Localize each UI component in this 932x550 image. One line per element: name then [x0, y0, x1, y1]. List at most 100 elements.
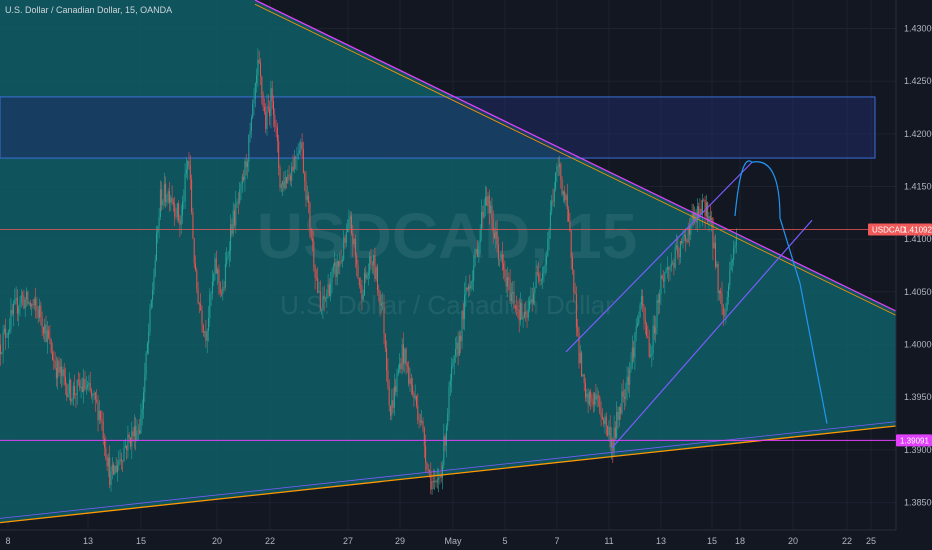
candle-body	[287, 175, 289, 184]
candle-body	[104, 438, 105, 448]
candle-body	[466, 287, 468, 290]
candle-body	[548, 229, 550, 240]
upper-trendline-shadow	[254, 3, 929, 332]
channel-upper-line[interactable]	[565, 161, 753, 353]
candle-body	[397, 369, 399, 374]
candle-body	[308, 195, 310, 203]
candle-body	[607, 425, 609, 436]
candle-body	[273, 100, 274, 116]
candle-body	[405, 348, 407, 365]
candle-body	[598, 396, 599, 398]
lower-trendline[interactable]	[0, 421, 929, 524]
candle-body	[434, 480, 436, 483]
time-tick-label: 15	[136, 536, 146, 546]
candle-body	[188, 160, 190, 165]
candle-body	[283, 181, 285, 189]
candle-body	[235, 202, 237, 226]
candle-body	[461, 310, 463, 342]
candle-body	[135, 426, 137, 442]
candle-body	[309, 202, 311, 229]
candle-body	[243, 176, 245, 181]
candle-body	[28, 302, 30, 304]
candle-body	[37, 309, 39, 318]
candle-body	[89, 382, 91, 391]
candle-body	[601, 416, 603, 419]
projection-path[interactable]	[734, 160, 828, 424]
candle-body	[681, 241, 683, 244]
candle-body	[276, 127, 278, 141]
candle-body	[206, 330, 208, 341]
candle-body	[230, 224, 232, 251]
candle-body	[133, 426, 135, 437]
candle-body	[117, 465, 118, 473]
candle-body	[163, 183, 165, 201]
candle-body	[704, 200, 706, 217]
candle-body	[213, 274, 215, 282]
candle-body	[7, 331, 9, 338]
candle-body	[635, 326, 637, 334]
candle-body	[122, 460, 124, 462]
candle-body	[507, 277, 508, 287]
resistance-zone[interactable]	[0, 96, 876, 159]
candle-body	[624, 396, 625, 399]
candle-body	[353, 238, 355, 245]
candle-body	[50, 339, 52, 353]
candle-body	[477, 249, 479, 257]
candle-body	[469, 285, 471, 289]
candle-body	[360, 285, 362, 286]
candle-body	[431, 481, 433, 490]
candle-body	[682, 236, 684, 244]
current-price-badge[interactable]: USDCAD 1.41092	[868, 223, 932, 236]
candle-body	[399, 363, 401, 370]
candle-body	[35, 298, 37, 306]
current-price-badge-bg	[868, 223, 932, 236]
candle-body	[265, 111, 267, 129]
candle-body	[300, 142, 302, 151]
upper-trendline[interactable]	[254, 0, 929, 328]
candle-body	[193, 238, 195, 264]
candle-body	[478, 242, 480, 257]
candle-body	[544, 264, 546, 267]
candle-body	[169, 191, 170, 204]
candle-body	[366, 274, 368, 279]
price-axis[interactable]: 1.43000 1.42500 1.42000 1.41500 1.41000 1.405…	[904, 23, 932, 507]
candle-body	[501, 254, 503, 264]
candle-body	[585, 383, 586, 398]
candle-body	[604, 416, 606, 425]
candle-body	[260, 62, 261, 77]
candle-body	[572, 257, 573, 271]
candle-body	[521, 303, 523, 320]
candle-body	[1, 352, 3, 354]
candle-body	[261, 76, 263, 95]
candle-body	[180, 215, 182, 225]
candle-body	[341, 259, 343, 262]
candle-body	[302, 148, 304, 174]
candle-body	[297, 152, 299, 158]
candle-body	[42, 326, 44, 334]
candle-body	[700, 208, 702, 215]
candle-body	[695, 212, 697, 223]
candle-body	[666, 267, 668, 270]
lower-trendline-shadow	[0, 417, 929, 519]
time-axis-background	[0, 530, 932, 550]
candle-body	[161, 189, 163, 206]
candle-body	[694, 212, 696, 221]
candle-body	[674, 247, 676, 268]
channel-lower-line[interactable]	[611, 219, 813, 449]
candle-body	[504, 269, 506, 278]
candle-body	[375, 267, 377, 280]
candle-body	[462, 310, 464, 320]
candle-body	[733, 247, 735, 260]
time-axis[interactable]: 8 13 15 20 22 27 29 May 5 7 11 13 15 18 20 22 25	[5, 536, 876, 546]
watermark-symbol: USDCAD, 15	[257, 200, 638, 272]
candle-body	[274, 115, 276, 126]
candle-body	[664, 272, 666, 282]
candle-body	[111, 464, 113, 472]
candle-body	[673, 262, 675, 268]
support-price-badge[interactable]: 1.39091	[896, 434, 932, 447]
candle-body	[321, 309, 323, 310]
candle-body	[61, 366, 63, 376]
candle-body	[440, 474, 442, 478]
candle-body	[45, 324, 47, 343]
